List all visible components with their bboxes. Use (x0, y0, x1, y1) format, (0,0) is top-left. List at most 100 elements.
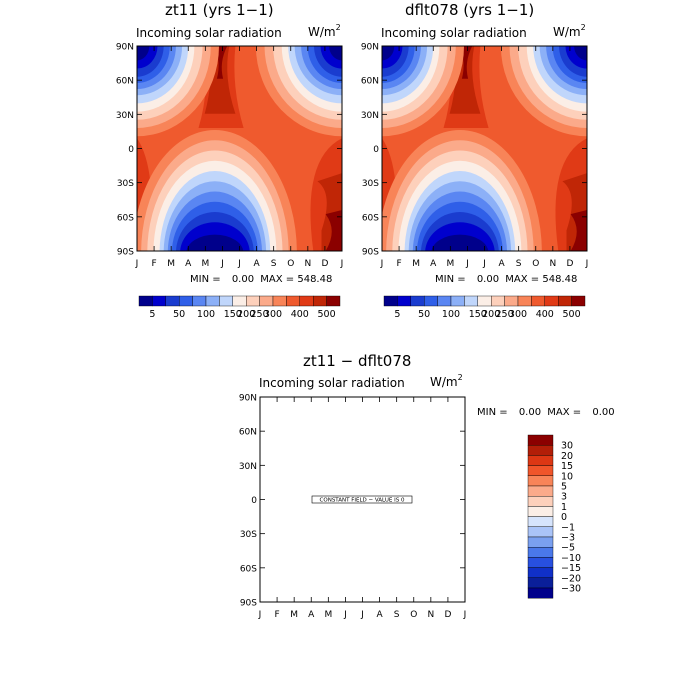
panel3-xtick-label: M (324, 610, 332, 620)
panel2-subtitle: Incoming solar radiation (381, 26, 527, 40)
panel3-colorbar-label: −5 (561, 543, 575, 554)
panel1-colorbar-swatch (165, 295, 180, 307)
panel1-xtick-label: D (321, 259, 328, 269)
panel1-cap-ne-10 (329, 46, 342, 61)
panel1-xtick-label: F (151, 259, 156, 269)
panel2-colorbar-label: 300 (509, 309, 527, 320)
panel1-ytick-label: 90S (117, 248, 134, 258)
panel3-ytick-label: 30S (240, 530, 257, 540)
panel2-cap-ne-10 (574, 46, 587, 61)
panel1-colorbar-label: 500 (318, 309, 336, 320)
panel3-colorbar-swatch (527, 465, 554, 477)
panel3-ytick-label: 0 (251, 496, 257, 506)
panel1-xtick-label: J (340, 259, 344, 269)
panel3-ytick-label: 30N (239, 462, 257, 472)
panel1-xtick-label: O (287, 259, 294, 269)
panel2-xtick-label: M (446, 259, 454, 269)
panel3-colorbar-swatch (527, 557, 554, 568)
panel3-xtick-label: M (290, 610, 298, 620)
panel3-constant-text: CONSTANT FIELD − VALUE IS 0 (320, 498, 405, 504)
panel2-ytick-label: 0 (373, 145, 379, 155)
panel1-colorbar-label: 100 (197, 309, 215, 320)
panel3-max-value: 0.00 (592, 407, 615, 418)
panel3-colorbar-swatch (527, 567, 554, 578)
panel1-cap-s-9 (180, 222, 250, 251)
panel3-xtick-label: J (343, 610, 347, 620)
panel3-units: W/m2 (430, 374, 463, 389)
panel2-xtick-label: O (532, 259, 539, 269)
panel1-max-value: 548.48 (297, 274, 333, 285)
panel2-min-label: MIN = (435, 274, 466, 285)
panel1-ytick-label: 30N (116, 111, 134, 121)
panel3-colorbar-label: 0 (561, 512, 567, 523)
panel3-colorbar-label: −20 (561, 573, 581, 584)
panel1-ytick-label: 30S (117, 179, 134, 189)
panel2-colorbar-swatch (571, 295, 586, 307)
panel3-colorbar-swatch (527, 516, 554, 527)
panel3-colorbar-swatch (527, 445, 554, 456)
panel2-cap-s-10 (431, 234, 489, 251)
panel2-colorbar-swatch (410, 295, 425, 307)
panel3-colorbar-swatch (527, 526, 554, 538)
panel2-units-base: W/m (553, 25, 581, 39)
panel3-subtitle: Incoming solar radiation (259, 376, 405, 390)
panel2-ytick-label: 60N (361, 77, 379, 87)
panel3-constant-box (311, 495, 413, 504)
panel1-min-value: 0.00 (231, 274, 255, 285)
panel2-colorbar-label: 5 (394, 309, 400, 320)
panel1-colorbar-swatch (232, 295, 247, 307)
panel3-colorbar-label: 5 (561, 482, 567, 493)
panel2-xtick-label: A (498, 259, 505, 269)
panel2-xtick-label: S (516, 259, 522, 269)
panel1-colorbar-label: 50 (173, 309, 185, 320)
panel1-band-maroon-se (325, 210, 342, 251)
panel2-colorbar-swatch (558, 295, 572, 307)
panel1-colorbar-swatch (259, 295, 274, 307)
panel2-min-value: 0.00 (476, 274, 500, 285)
panel1-xtick-label: S (271, 259, 277, 269)
panel3-colorbar-swatch (527, 434, 554, 446)
panel3-ytick-label: 60S (240, 564, 257, 574)
panel3-colorbar-swatch (527, 485, 554, 497)
panel2-colorbar-swatch (544, 295, 559, 307)
panel1-stats: MIN = 0.00 MAX = 548.48 (190, 275, 332, 285)
panel1-units-sup: 2 (335, 23, 341, 32)
panel2-ytick-label: 90S (362, 248, 379, 258)
panel3-colorbar-swatch (527, 587, 554, 599)
panel2-xtick-label: N (549, 259, 556, 269)
panel3-colorbar-swatch (527, 455, 554, 466)
panel2-units-sup: 2 (580, 23, 586, 32)
panel2-xtick-label: D (566, 259, 573, 269)
panel1-xtick-label: M (201, 259, 209, 269)
panel3-colorbar-swatch (527, 547, 554, 558)
panel2-colorbar-swatch (397, 295, 411, 307)
panel1-colorbar-label: 300 (264, 309, 282, 320)
panel1-colorbar-swatch (219, 295, 233, 307)
panel2-band-maroon-se (570, 210, 587, 251)
panel1-units-base: W/m (308, 25, 336, 39)
panel2-xtick-label: J (465, 259, 469, 269)
panel2-colorbar-label: 150 (469, 309, 487, 320)
panel3-title: zt11 − dflt078 (303, 352, 412, 370)
panel3-colorbar-swatch (527, 496, 554, 507)
panel1-colorbar-swatch (205, 295, 220, 307)
panel2-cap-s-9 (425, 222, 495, 251)
panel2-colorbar-swatch (450, 295, 465, 307)
panel1-colorbar-label: 150 (224, 309, 242, 320)
panel3-ytick-label: 60N (239, 428, 257, 438)
panel3-units-base: W/m (430, 375, 458, 389)
panel3-xtick-label: S (394, 610, 400, 620)
panel2-ytick-label: 30S (362, 179, 379, 189)
panel1-colorbar-swatch (313, 295, 327, 307)
panel1-colorbar-swatch (152, 295, 166, 307)
panel3-colorbar-label: 10 (561, 471, 573, 482)
panel1-cap-s-10 (186, 234, 244, 251)
panel2-colorbar-swatch (517, 295, 532, 307)
panel3-colorbar-swatch (527, 506, 554, 517)
panel1-colorbar-label: 200 (237, 309, 255, 320)
panel3-xtick-label: A (308, 610, 315, 620)
panel1-xtick-label: J (237, 259, 241, 269)
panel2-xtick-label: J (482, 259, 486, 269)
panel3-min-value: 0.00 (518, 407, 542, 418)
panel3-stats: MIN = 0.00 MAX = 0.00 (477, 408, 615, 418)
